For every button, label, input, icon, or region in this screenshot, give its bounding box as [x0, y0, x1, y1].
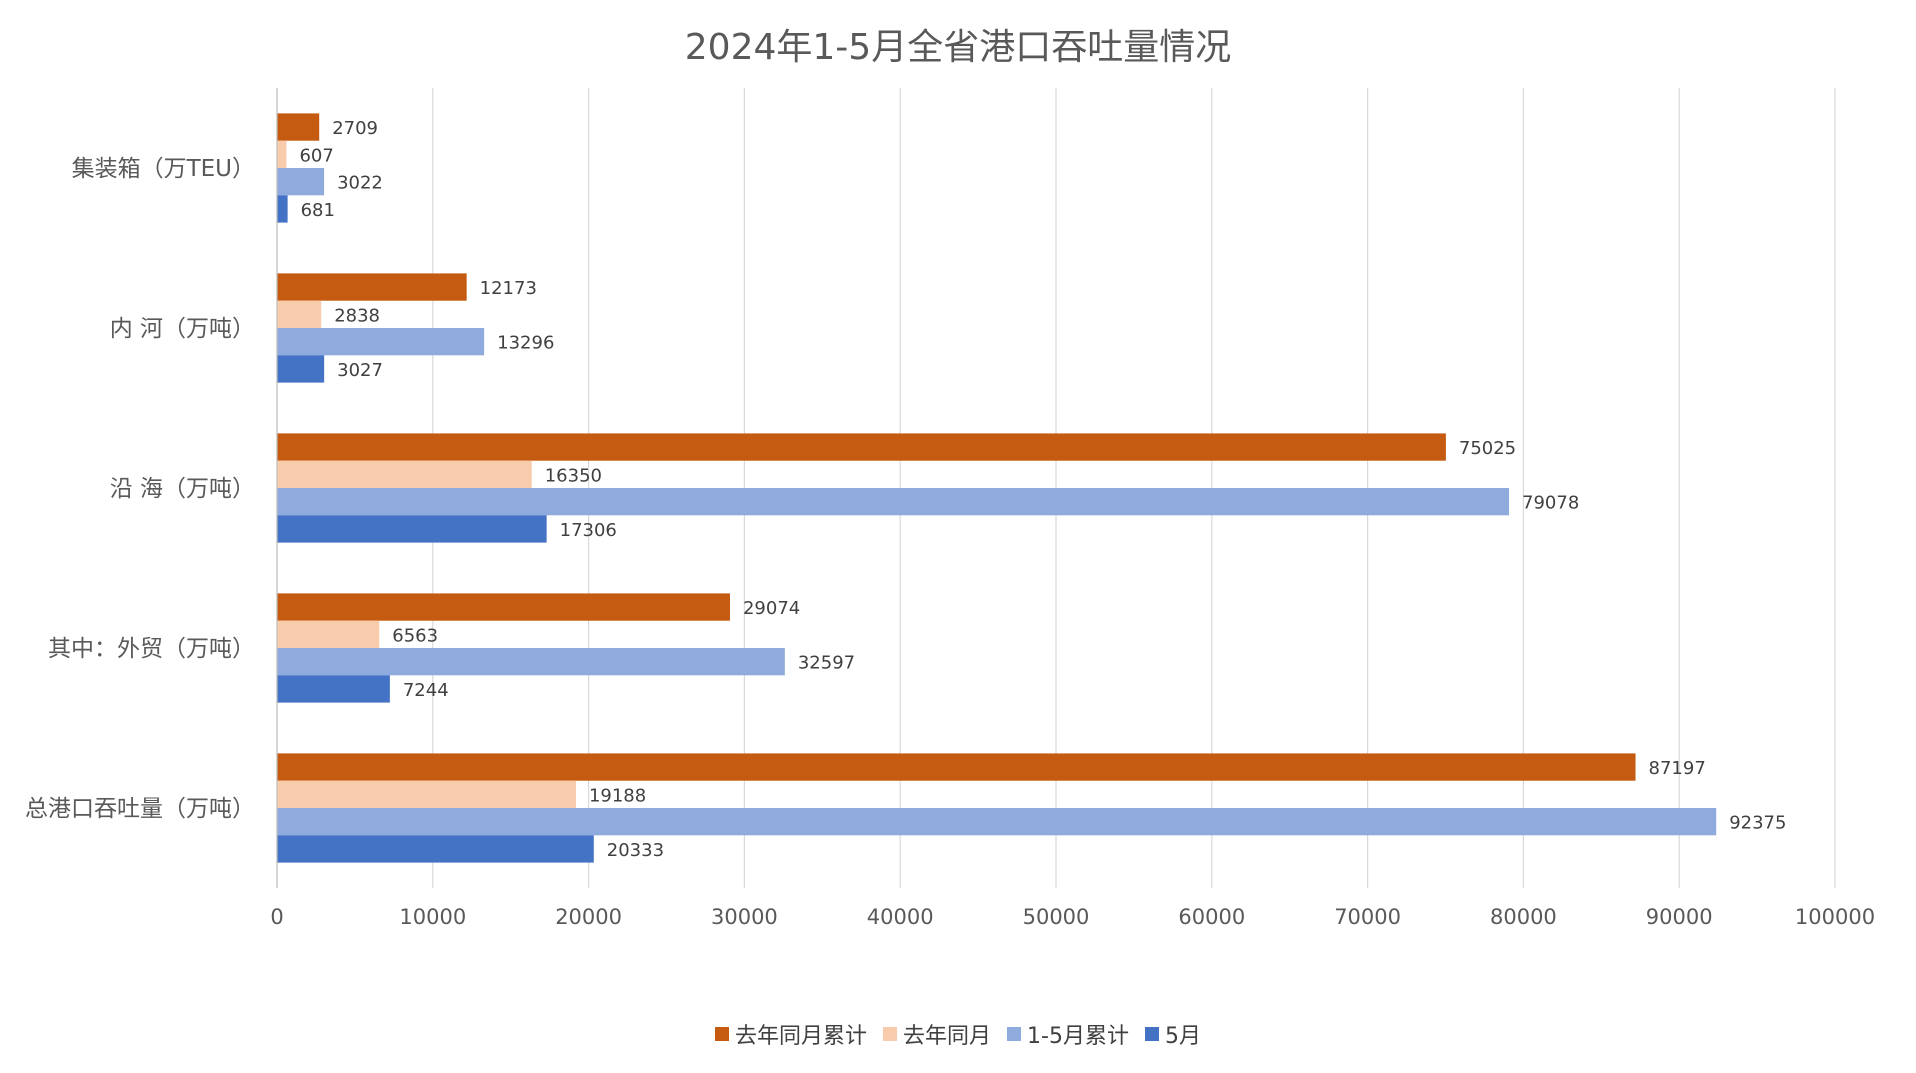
legend-swatch	[883, 1027, 898, 1041]
bar	[277, 808, 1717, 836]
bar	[277, 780, 576, 808]
bar	[277, 355, 325, 383]
x-tick-label: 90000	[1646, 905, 1713, 929]
category-label: 集装箱（万TEU）	[72, 156, 255, 182]
bar	[277, 168, 325, 196]
x-tick-label: 40000	[867, 905, 934, 929]
data-label: 75025	[1459, 438, 1516, 459]
bar	[277, 753, 1636, 781]
bar	[277, 195, 288, 223]
bar	[277, 300, 322, 328]
x-tick-label: 30000	[711, 905, 778, 929]
bar	[277, 328, 485, 356]
data-label: 3027	[337, 360, 383, 381]
category-label: 其中：外贸（万吨）	[48, 636, 255, 662]
x-tick-label: 50000	[1023, 905, 1090, 929]
data-label: 79078	[1522, 493, 1579, 514]
bar	[277, 620, 380, 648]
x-tick-label: 20000	[555, 905, 622, 929]
data-label: 92375	[1729, 813, 1786, 834]
bar	[277, 648, 785, 676]
data-label: 681	[301, 200, 335, 221]
legend-label: 去年同月	[903, 1024, 992, 1049]
legend-label: 5月	[1164, 1024, 1201, 1049]
x-tick-label: 80000	[1490, 905, 1557, 929]
bar	[277, 835, 594, 863]
bar	[277, 593, 730, 621]
legend-item: 去年同月	[883, 1018, 991, 1050]
bar	[277, 140, 287, 168]
bar	[277, 515, 547, 543]
legend: 去年同月累计 去年同月 1-5月累计 5月	[0, 1018, 1916, 1050]
data-label: 16350	[545, 465, 602, 486]
data-label: 2709	[332, 118, 378, 139]
category-label: 沿 海（万吨）	[110, 476, 255, 502]
legend-label: 去年同月累计	[735, 1024, 868, 1049]
bar	[277, 675, 390, 703]
data-label: 2838	[334, 305, 380, 326]
bar	[277, 433, 1446, 461]
legend-item: 5月	[1144, 1018, 1201, 1050]
legend-item: 1-5月累计	[1007, 1018, 1129, 1050]
data-label: 19188	[589, 785, 646, 806]
bar	[277, 460, 532, 488]
data-label: 87197	[1649, 758, 1706, 779]
data-label: 13296	[497, 333, 554, 354]
legend-label: 1-5月累计	[1027, 1024, 1129, 1049]
data-label: 20333	[607, 840, 664, 861]
bar	[277, 113, 320, 141]
x-tick-label: 0	[270, 905, 283, 929]
data-label: 17306	[560, 520, 617, 541]
x-tick-label: 70000	[1334, 905, 1401, 929]
data-label: 3022	[337, 173, 383, 194]
data-label: 32597	[798, 653, 855, 674]
legend-swatch	[715, 1027, 730, 1041]
category-label: 总港口吞吐量（万吨）	[25, 796, 255, 822]
category-label: 内 河（万吨）	[110, 316, 255, 342]
x-tick-label: 60000	[1178, 905, 1245, 929]
data-label: 12173	[480, 278, 537, 299]
data-label: 29074	[743, 598, 800, 619]
data-label: 6563	[392, 625, 438, 646]
chart-title: 2024年1-5月全省港口吞吐量情况	[684, 27, 1232, 68]
data-label: 607	[299, 145, 333, 166]
bar	[277, 273, 467, 301]
legend-item: 去年同月累计	[715, 1018, 867, 1050]
data-label: 7244	[403, 680, 449, 701]
legend-swatch	[1144, 1027, 1159, 1041]
legend-swatch	[1007, 1027, 1022, 1041]
bar	[277, 488, 1510, 516]
x-tick-label: 100000	[1795, 905, 1875, 929]
x-tick-label: 10000	[399, 905, 466, 929]
